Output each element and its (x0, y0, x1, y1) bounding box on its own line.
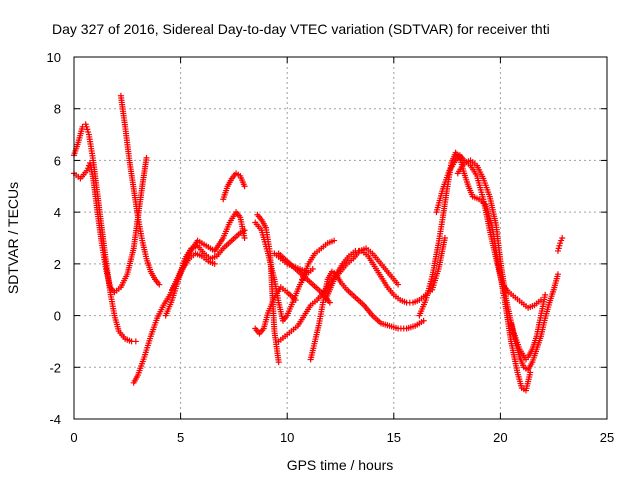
series-track-20 (508, 271, 561, 373)
data-point (420, 317, 427, 324)
series-track-7 (220, 170, 248, 203)
x-tick-label: 10 (280, 430, 294, 445)
series-track-3 (117, 92, 163, 288)
series-track-19 (454, 157, 529, 363)
series-track-15 (299, 237, 338, 283)
data-point (143, 154, 150, 161)
x-tick-label: 5 (177, 430, 184, 445)
chart-title: Day 327 of 2016, Sidereal Day-to-day VTE… (52, 21, 550, 37)
series-track-17 (416, 149, 534, 394)
data-points (71, 92, 566, 394)
series-track-6 (169, 209, 248, 293)
x-axis-label: GPS time / hours (287, 457, 394, 473)
x-tick-label: 20 (493, 430, 507, 445)
y-tick-label: 4 (54, 205, 61, 220)
data-point (542, 291, 549, 298)
data-point (275, 359, 282, 366)
y-tick-label: 10 (47, 50, 61, 65)
y-tick-label: 0 (54, 309, 61, 324)
data-point (554, 271, 561, 278)
data-point (211, 260, 218, 267)
data-point (292, 297, 299, 304)
plot-frame (73, 56, 608, 420)
data-point (241, 183, 248, 190)
grid-lines (74, 57, 607, 419)
y-tick-label: -2 (49, 360, 61, 375)
x-tick-label: 15 (387, 430, 401, 445)
series-track-13 (275, 250, 333, 306)
data-point (395, 281, 402, 288)
y-tick-label: 6 (54, 153, 61, 168)
x-tick-label: 25 (600, 430, 614, 445)
y-tick-label: -4 (49, 412, 61, 427)
series-track-21 (525, 291, 549, 360)
y-axis-label: SDTVAR / TECUs (5, 182, 21, 294)
data-point (241, 235, 248, 241)
series-track-10 (254, 211, 282, 366)
y-tick-label: 2 (54, 257, 61, 272)
data-point (309, 266, 316, 273)
data-point (326, 299, 333, 306)
data-point (441, 235, 448, 241)
data-point (331, 237, 338, 244)
x-tick-label: 0 (70, 430, 77, 445)
series-track-16 (322, 245, 402, 304)
series-track-14 (307, 268, 427, 363)
series-track-4 (130, 250, 218, 386)
data-point (156, 281, 163, 288)
data-point (559, 235, 566, 241)
data-point (132, 338, 139, 345)
series-track-5 (162, 227, 248, 319)
y-tick-label: 8 (54, 102, 61, 117)
series-track-22 (554, 235, 566, 254)
